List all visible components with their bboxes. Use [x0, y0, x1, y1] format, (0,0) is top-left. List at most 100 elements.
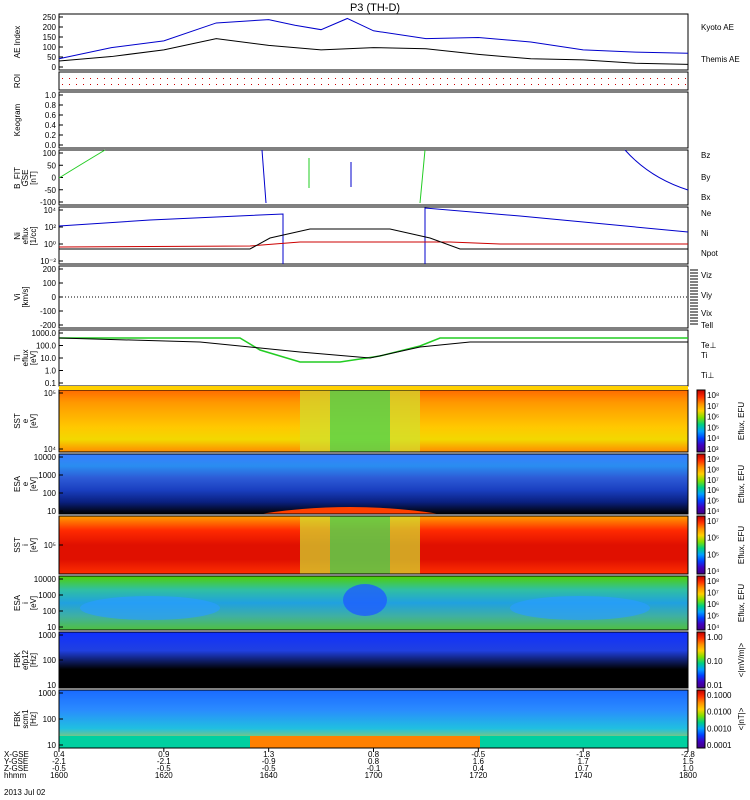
esa_e-tick-label: 10000	[34, 453, 57, 462]
roi-dot	[671, 78, 672, 79]
fbk_b-tick-label: 1000	[38, 689, 56, 698]
roi-dot	[384, 84, 385, 85]
roi-dot	[251, 78, 252, 79]
roi-dot	[104, 84, 105, 85]
roi-dot	[608, 78, 609, 79]
roi-dot	[678, 78, 679, 79]
roi-dot	[447, 84, 448, 85]
esa-i-blob	[510, 596, 650, 620]
roi-dot	[524, 78, 525, 79]
vi-legend: Viy	[701, 291, 712, 300]
roi-dot	[83, 84, 84, 85]
esa_i-ylabel-line: ESA	[13, 594, 22, 611]
bfit-ylabel: B_FITGSE[nT]	[13, 167, 38, 189]
roi-dot	[636, 78, 637, 79]
roi-dot	[153, 78, 154, 79]
roi-dot	[251, 84, 252, 85]
roi-dot	[146, 78, 147, 79]
roi-dot	[587, 84, 588, 85]
ti-tick-label: 10.0	[40, 354, 56, 363]
roi-dot	[356, 84, 357, 85]
esa_e-cbar-label: Eflux, EFU	[737, 465, 746, 503]
keogram-ylabel: Keogram	[13, 103, 22, 136]
roi-dot	[286, 78, 287, 79]
roi-dot	[160, 78, 161, 79]
esa_i-ylabel-line: [eV]	[29, 596, 38, 610]
roi-dot	[496, 78, 497, 79]
roi-dot	[146, 84, 147, 85]
fbk_e-cbar-tick: 1.00	[707, 633, 723, 642]
sst_i-cbar-tick: 10⁶	[707, 534, 719, 543]
roi-dot	[573, 84, 574, 85]
ni-tick-label: 10⁻²	[40, 257, 56, 266]
roi-dot	[657, 84, 658, 85]
roi-dot	[307, 78, 308, 79]
roi-dot	[209, 84, 210, 85]
roi-dot	[342, 78, 343, 79]
esa_i-colorbar	[696, 575, 706, 631]
roi-dot	[503, 78, 504, 79]
roi-dot	[559, 78, 560, 79]
esa_e-tick-label: 10	[47, 507, 56, 516]
roi-dot	[125, 78, 126, 79]
roi-dot	[244, 78, 245, 79]
vi-ylabel-line: Vi	[13, 293, 22, 300]
roi-dot	[468, 84, 469, 85]
xaxis-tick-label: -2.1	[52, 757, 66, 766]
ni-ne	[58, 241, 688, 248]
ae-ylabel: AE Index	[13, 26, 22, 58]
xaxis-tick-label: 1700	[365, 771, 383, 780]
vi-ylabel-line: [km/s]	[21, 286, 30, 307]
xaxis-tick-label: -0.1	[367, 764, 381, 773]
ti-tick-label: 1000.0	[32, 329, 57, 338]
roi-dot	[405, 78, 406, 79]
roi-dot	[279, 84, 280, 85]
ni-ni	[59, 228, 688, 250]
bfit-legend: By	[701, 173, 710, 182]
roi-dot	[293, 78, 294, 79]
keogram-ylabel-line: Keogram	[13, 103, 22, 136]
roi-dot	[363, 84, 364, 85]
xaxis-tick-label: 0.9	[158, 750, 170, 759]
roi-dot	[328, 84, 329, 85]
esa_e-cbar-tick: 10⁶	[707, 486, 719, 495]
sst-e-top-band	[59, 386, 688, 390]
ti-legend: Tell	[701, 321, 713, 330]
ni-legend: Ne	[701, 209, 712, 218]
ti-legend: Ti	[701, 351, 708, 360]
roi-dot	[545, 78, 546, 79]
roi-dot	[216, 78, 217, 79]
roi-dot	[419, 78, 420, 79]
vi-tick-label: 100	[43, 279, 57, 288]
ae-legend: Kyoto AE	[701, 23, 734, 32]
roi-dot	[594, 78, 595, 79]
roi-dot	[664, 84, 665, 85]
roi-dot	[342, 84, 343, 85]
roi-dot	[426, 84, 427, 85]
vi-tick-label: 0	[52, 293, 57, 302]
roi-dot	[440, 78, 441, 79]
xaxis-tick-label: -2.1	[157, 757, 171, 766]
roi-dot	[433, 84, 434, 85]
roi-dot	[510, 78, 511, 79]
roi-dot	[265, 78, 266, 79]
roi-dot	[559, 84, 560, 85]
roi-dot	[181, 84, 182, 85]
sst_i-ylabel-line: [eV]	[29, 538, 38, 552]
esa_i-ylabel-line: i	[21, 602, 30, 604]
ti-ylabel-line: eflux	[21, 350, 30, 367]
xaxis-tick-label: -0.5	[262, 764, 276, 773]
roi-dot	[377, 84, 378, 85]
esa_e-cbar-tick: 10⁷	[707, 476, 719, 485]
sst_i-cbar-tick: 10⁴	[707, 567, 720, 576]
xaxis-tick-label: -0.5	[471, 750, 485, 759]
sst_e-ylabel-line: e	[21, 418, 30, 423]
roi-dot	[237, 84, 238, 85]
xaxis-row-label: Y-GSE	[4, 757, 28, 766]
ti-tick-label: 0.1	[45, 379, 57, 388]
fbk_e-tick-label: 100	[43, 656, 57, 665]
bfit-tick-label: 50	[47, 161, 56, 170]
xaxis-tick-label: 1620	[155, 771, 173, 780]
xaxis-row-label: hhmm	[4, 771, 27, 780]
roi-dot	[195, 78, 196, 79]
